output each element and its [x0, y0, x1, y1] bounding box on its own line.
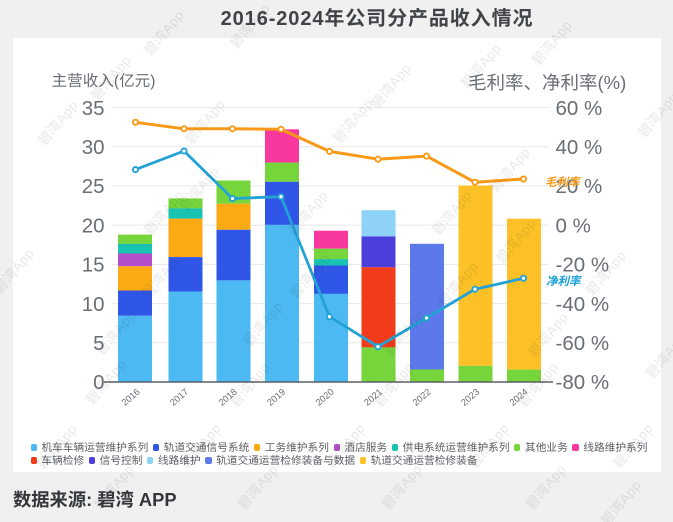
- svg-text:2016: 2016: [120, 387, 142, 408]
- svg-text:15: 15: [82, 254, 105, 277]
- svg-text:30: 30: [82, 136, 105, 159]
- svg-text:40 %: 40 %: [556, 136, 603, 159]
- svg-text:-60 %: -60 %: [556, 332, 610, 355]
- svg-text:-20 %: -20 %: [556, 254, 610, 277]
- svg-text:35: 35: [82, 97, 105, 120]
- svg-text:0 %: 0 %: [556, 214, 591, 237]
- svg-text:5: 5: [93, 332, 104, 355]
- svg-text:2019: 2019: [265, 387, 287, 408]
- svg-text:10: 10: [82, 293, 105, 316]
- svg-text:2017: 2017: [168, 387, 190, 408]
- svg-text:2022: 2022: [411, 387, 433, 408]
- svg-text:60 %: 60 %: [556, 97, 603, 120]
- svg-text:20: 20: [82, 214, 105, 237]
- svg-text:0: 0: [93, 371, 104, 394]
- svg-text:2023: 2023: [459, 387, 481, 408]
- svg-text:-40 %: -40 %: [556, 293, 610, 316]
- svg-text:-80 %: -80 %: [556, 371, 610, 394]
- svg-text:2020: 2020: [314, 387, 336, 408]
- svg-text:25: 25: [82, 175, 105, 198]
- svg-text:20 %: 20 %: [556, 175, 603, 198]
